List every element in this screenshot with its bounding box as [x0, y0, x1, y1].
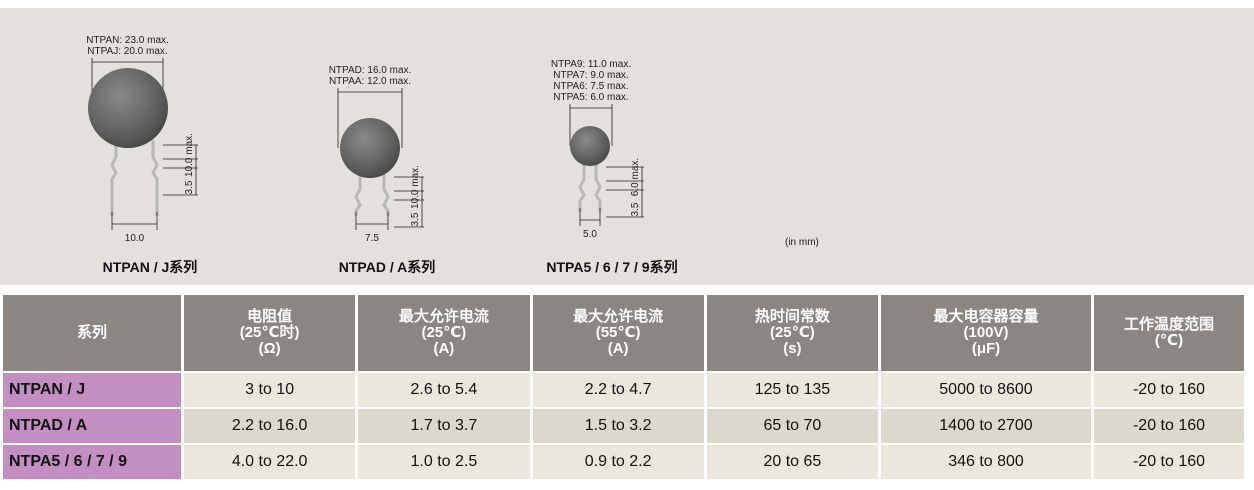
header-line: (25℃)	[421, 324, 467, 341]
dim-label: NTPAJ: 20.0 max.	[87, 46, 167, 57]
lead-label: 3.5	[410, 212, 421, 226]
header-cell: 热时间常数 (25℃) (s)	[706, 295, 878, 371]
series-name: NTPA5 / 6 / 7 / 9	[3, 445, 181, 479]
lead	[578, 162, 586, 212]
header-row: 系列 电阻值 (25℃时) (Ω) 最大允许电流 (25℃) (A) 最大允许电流 (55℃)(…	[3, 295, 1244, 371]
header-cell: 最大允许电流 (55℃) (A)	[532, 295, 704, 371]
lead	[594, 162, 602, 212]
thermistor-disk	[340, 118, 400, 178]
unit-note: (in mm)	[785, 237, 819, 248]
thermistor-disk	[570, 126, 610, 166]
header-line: (100V)	[963, 324, 1009, 341]
dim-label: NTPA9: 11.0 max.	[551, 59, 631, 70]
dim-label: NTPAN: 23.0 max.	[86, 35, 169, 46]
table-row: NTPAD / A 2.2 to 16.0 1.7 to 3.7 1.5 to 3.2…	[3, 409, 1244, 443]
spec-table: 系列 电阻值 (25℃时) (Ω) 最大允许电流 (25℃) (A) 最大允许电流 (55℃)(…	[0, 293, 1247, 481]
header-cell: 工作温度范围 (℃)	[1094, 295, 1244, 371]
lead	[151, 140, 159, 216]
width-label: 5.0	[583, 229, 597, 240]
dim-label: NTPA5: 6.0 max.	[553, 92, 628, 103]
header-line: 系列	[76, 324, 107, 341]
table-cell: 65 to 70	[706, 409, 878, 443]
height-label: 6.0 max.	[630, 158, 641, 196]
width-label: 10.0	[125, 233, 145, 244]
header-line: 最大允许电流	[573, 308, 664, 325]
header-line: (A)	[607, 340, 629, 357]
lead-label: 3.5	[184, 180, 195, 194]
figure-caption: NTPAN / J系列	[103, 259, 198, 275]
table-cell: -20 to 160	[1094, 409, 1244, 443]
header-line: (s)	[783, 340, 802, 357]
header-cell: 系列	[3, 295, 181, 371]
header-line: (Ω)	[258, 340, 281, 357]
series-name: NTPAD / A	[3, 409, 181, 443]
header-line: 热时间常数	[754, 308, 830, 325]
dim-label: NTPAA: 12.0 max.	[329, 76, 411, 87]
product-figures: (in mm) NTPAN: 23.0 max.NTPAJ: 20.0 max.…	[0, 8, 1254, 285]
table-cell: 3 to 10	[184, 373, 356, 407]
header-line: (55℃)	[595, 324, 641, 341]
table-cell: 1400 to 2700	[881, 409, 1091, 443]
header-cell: 最大电容器容量 (100V) (μF)	[881, 295, 1091, 371]
table-cell: 20 to 65	[706, 445, 878, 479]
dim-label: NTPA6: 7.5 max.	[553, 81, 628, 92]
header-cell: 电阻值 (25℃时) (Ω)	[184, 295, 356, 371]
lead	[110, 140, 118, 216]
header-cell: 最大允许电流 (25℃) (A)	[358, 295, 530, 371]
table-cell: 2.2 to 4.7	[532, 373, 704, 407]
table-cell: 4.0 to 22.0	[184, 445, 356, 479]
table-cell: 125 to 135	[706, 373, 878, 407]
header-line: (25℃)	[769, 324, 815, 341]
table-cell: 1.7 to 3.7	[358, 409, 530, 443]
figure-caption: NTPAD / A系列	[339, 259, 435, 275]
header-line: (A)	[433, 340, 455, 357]
header-line: (25℃时)	[239, 324, 300, 341]
header-line: 电阻值	[247, 308, 293, 325]
header-line: 最大电容器容量	[933, 308, 1039, 325]
height-label: 10.0 max.	[410, 165, 421, 209]
table-row: NTPA5 / 6 / 7 / 9 4.0 to 22.0 1.0 to 2.5 0.…	[3, 445, 1244, 479]
table-cell: 2.6 to 5.4	[358, 373, 530, 407]
table-cell: 0.9 to 2.2	[532, 445, 704, 479]
header-line: 最大允许电流	[398, 308, 489, 325]
dim-label: NTPAD: 16.0 max.	[329, 65, 412, 76]
series-name: NTPAN / J	[3, 373, 181, 407]
width-label: 7.5	[365, 233, 379, 244]
dim-label: NTPA7: 9.0 max.	[553, 70, 628, 81]
thermistor-disk	[88, 68, 168, 148]
table-cell: 1.0 to 2.5	[358, 445, 530, 479]
lead-label: 3.5	[630, 202, 641, 216]
lead	[354, 172, 362, 216]
table-cell: -20 to 160	[1094, 373, 1244, 407]
table-cell: 5000 to 8600	[881, 373, 1091, 407]
table-cell: -20 to 160	[1094, 445, 1244, 479]
table-cell: 346 to 800	[881, 445, 1091, 479]
header-line: (℃)	[1154, 332, 1184, 349]
header-line: 工作温度范围	[1123, 316, 1214, 333]
table-cell: 2.2 to 16.0	[184, 409, 356, 443]
height-label: 10.0 max.	[184, 133, 195, 177]
header-line: (μF)	[971, 340, 1001, 357]
lead	[382, 172, 390, 216]
table-cell: 1.5 to 3.2	[532, 409, 704, 443]
figure-caption: NTPA5 / 6 / 7 / 9系列	[546, 259, 677, 275]
